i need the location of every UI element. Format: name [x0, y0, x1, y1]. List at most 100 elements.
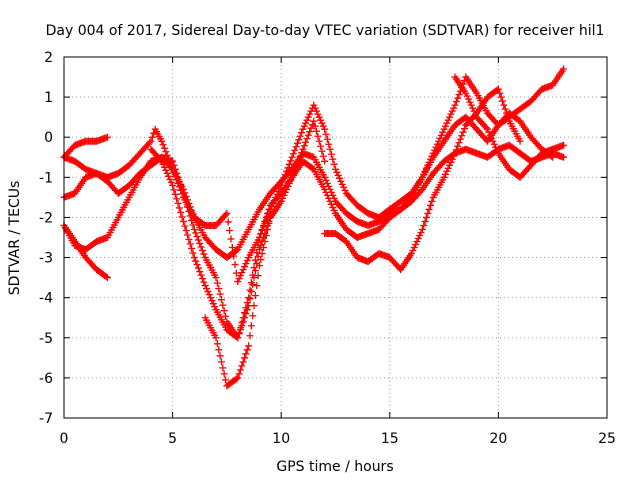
data-point	[454, 142, 462, 150]
data-point	[421, 217, 429, 225]
data-point	[306, 110, 314, 118]
data-point	[321, 125, 329, 133]
data-point	[409, 247, 417, 255]
data-point	[243, 346, 251, 354]
data-point	[560, 141, 568, 149]
data-point	[243, 306, 251, 314]
data-point	[447, 110, 455, 118]
data-point	[213, 340, 221, 348]
data-point	[287, 157, 295, 165]
data-point	[246, 295, 254, 303]
data-point	[424, 209, 432, 217]
data-point	[222, 376, 230, 384]
data-point	[261, 238, 269, 246]
data-point	[242, 260, 250, 268]
data-point	[560, 65, 568, 73]
data-point	[334, 171, 342, 179]
data-point	[146, 139, 154, 147]
data-series-7	[201, 197, 285, 390]
data-point	[241, 354, 249, 362]
data-point	[496, 89, 504, 97]
data-point	[156, 156, 164, 164]
data-point	[455, 139, 463, 147]
data-point	[175, 204, 183, 212]
data-point	[236, 272, 244, 280]
data-point	[239, 266, 247, 274]
data-point	[296, 152, 304, 160]
data-point	[184, 203, 192, 211]
x-axis-label: GPS time / hours	[276, 459, 393, 475]
data-point	[181, 222, 189, 230]
data-point	[452, 98, 460, 106]
data-point	[255, 262, 263, 270]
data-point	[300, 122, 308, 130]
data-point	[412, 241, 420, 249]
data-point	[298, 149, 306, 157]
data-point	[454, 94, 462, 102]
data-point	[341, 186, 349, 194]
data-point	[428, 197, 436, 205]
data-point	[178, 185, 186, 193]
data-point	[549, 153, 557, 161]
data-point	[337, 177, 345, 185]
data-point	[420, 221, 428, 229]
data-point	[406, 195, 414, 203]
data-point	[207, 294, 215, 302]
data-point	[173, 195, 181, 203]
data-point	[336, 174, 344, 182]
data-point	[321, 185, 329, 193]
data-point	[322, 130, 330, 138]
data-point	[410, 244, 418, 252]
data-point	[446, 113, 454, 121]
data-point	[186, 212, 194, 220]
data-point	[302, 119, 310, 127]
data-point	[482, 124, 490, 132]
data-point	[196, 268, 204, 276]
data-point	[246, 286, 254, 294]
data-point	[492, 143, 500, 151]
data-point	[162, 166, 170, 174]
data-series-9	[451, 73, 568, 181]
data-point	[186, 240, 194, 248]
data-point	[441, 170, 449, 178]
data-point	[179, 189, 187, 197]
data-point	[204, 288, 212, 296]
data-point	[200, 278, 208, 286]
data-point	[285, 179, 293, 187]
data-point	[249, 281, 257, 289]
data-series-5	[60, 221, 111, 282]
data-point	[500, 101, 508, 109]
data-point	[467, 101, 475, 109]
data-point	[458, 132, 466, 140]
plot-frame	[63, 56, 608, 419]
x-tick-label: 5	[168, 431, 177, 447]
data-point	[174, 199, 182, 207]
data-point	[291, 146, 299, 154]
data-point	[440, 125, 448, 133]
data-point	[326, 197, 334, 205]
data-point	[220, 307, 228, 315]
data-point	[234, 374, 242, 382]
data-point	[284, 182, 292, 190]
y-tick-label: 2	[44, 50, 53, 66]
data-point	[417, 228, 425, 236]
data-point	[260, 244, 268, 252]
data-point	[170, 161, 178, 169]
data-point	[321, 173, 329, 181]
y-tick-label: -4	[39, 291, 53, 307]
data-point	[321, 157, 329, 165]
data-point	[219, 364, 227, 372]
data-point	[299, 125, 307, 133]
data-points	[60, 65, 568, 390]
data-point	[417, 187, 425, 195]
data-point	[181, 194, 189, 202]
data-point	[242, 350, 250, 358]
x-tick-label: 15	[381, 431, 399, 447]
data-point	[243, 299, 251, 307]
y-tick-label: 0	[44, 130, 53, 146]
data-point	[427, 201, 435, 209]
data-point	[236, 366, 244, 374]
data-point	[303, 135, 311, 143]
data-point	[265, 219, 273, 227]
data-point	[211, 303, 219, 311]
